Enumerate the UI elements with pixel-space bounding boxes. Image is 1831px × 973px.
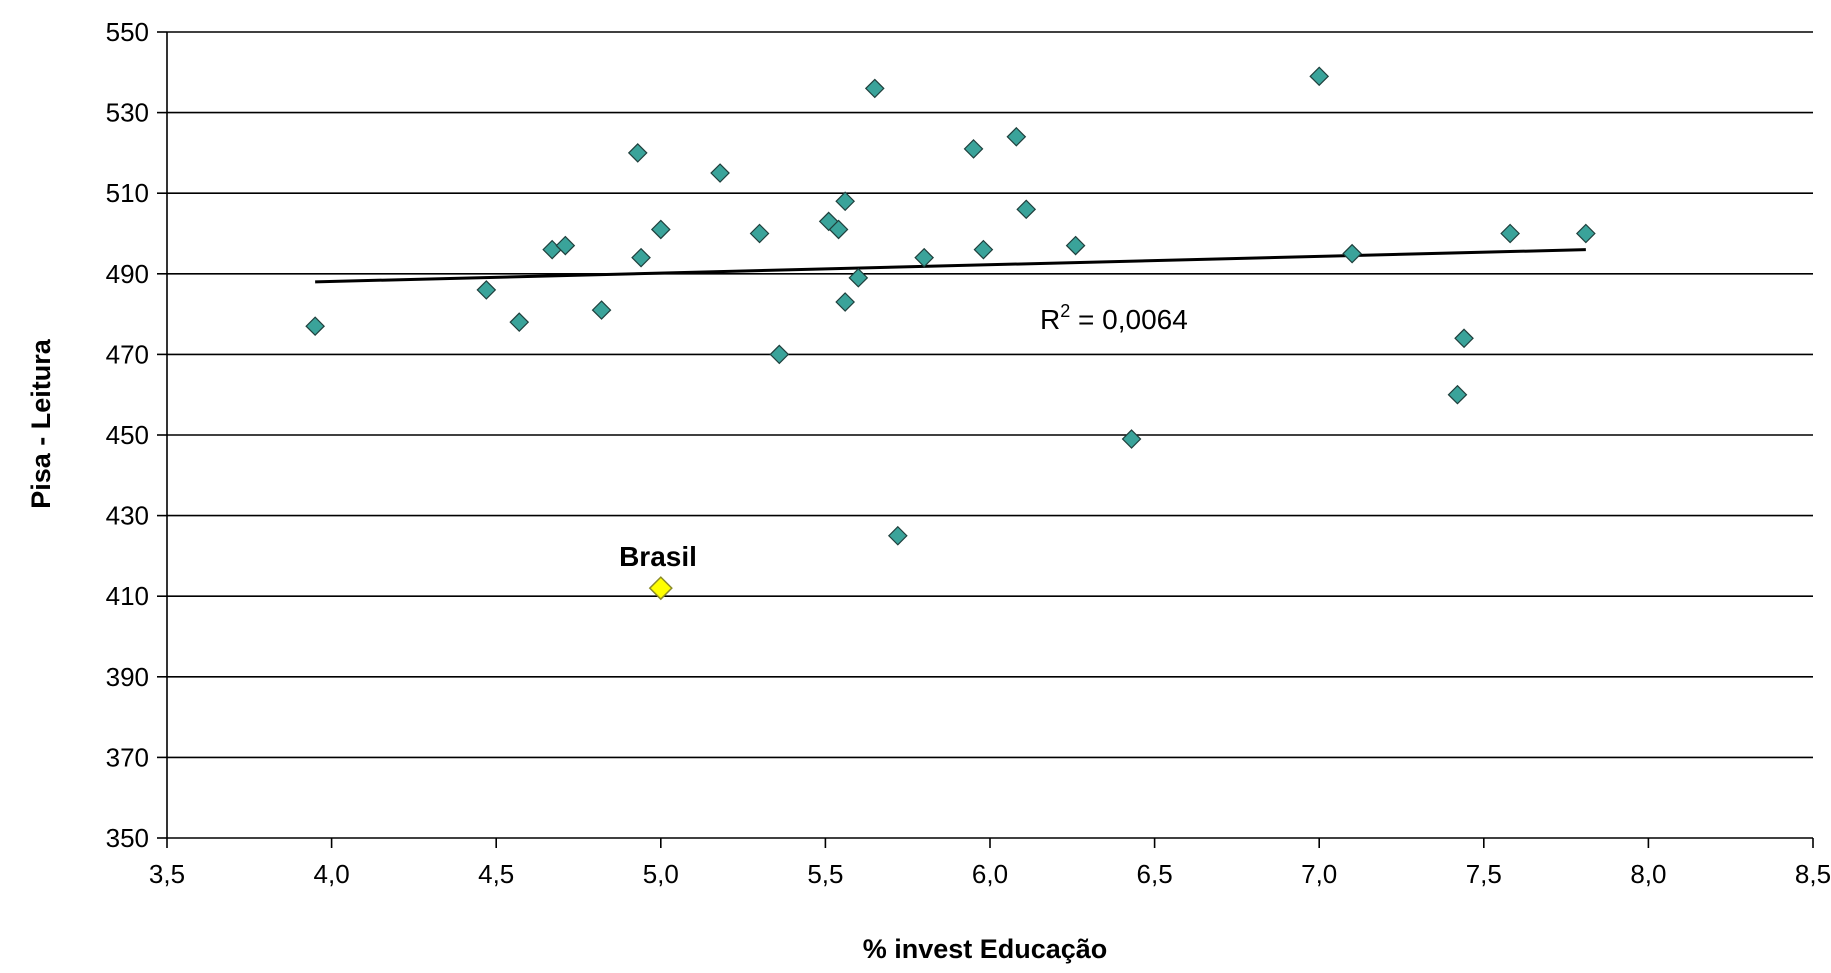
x-tick-label: 4,0: [314, 859, 350, 889]
x-tick-label: 5,5: [807, 859, 843, 889]
r-squared-label: R2 = 0,0064: [1040, 301, 1188, 335]
data-point: [887, 525, 908, 546]
x-tick-label: 6,0: [972, 859, 1008, 889]
data-point: [1447, 384, 1468, 405]
y-tick-label: 510: [106, 178, 149, 208]
data-point: [1016, 199, 1037, 220]
data-point: [835, 191, 856, 212]
x-tick-labels: 3,5 4,0 4,5 5,0 5,5 6,0 6,5 7,0 7,5 8,0 8,5: [149, 859, 1831, 889]
data-point: [1309, 66, 1330, 87]
x-tick-label: 7,5: [1466, 859, 1502, 889]
r-squared-base: R: [1040, 304, 1060, 335]
x-tick-label: 8,0: [1630, 859, 1666, 889]
data-point: [1500, 223, 1520, 244]
highlight-group: [648, 576, 673, 601]
x-axis-title: % invest Educação: [863, 934, 1108, 964]
data-point: [1454, 328, 1474, 349]
y-tick-label: 550: [106, 17, 149, 47]
data-point: [631, 247, 651, 268]
data-point: [476, 280, 497, 300]
x-tick-label: 7,0: [1301, 859, 1337, 889]
axes: [166, 32, 1814, 848]
y-tick-label: 450: [106, 420, 149, 450]
data-point: [914, 247, 935, 268]
trendline: [315, 248, 1586, 284]
brasil-label: Brasil: [619, 541, 697, 572]
data-point: [305, 316, 325, 337]
r-squared-value: = 0,0064: [1070, 304, 1188, 335]
x-tick-label: 5,0: [643, 859, 679, 889]
x-tick-label: 8,5: [1795, 859, 1831, 889]
data-point: [1006, 126, 1027, 147]
data-point: [835, 292, 856, 312]
y-tick-label: 390: [106, 662, 149, 692]
r-squared-superscript: 2: [1060, 301, 1070, 321]
y-tick-label: 490: [106, 259, 149, 289]
x-tick-label: 3,5: [149, 859, 185, 889]
data-point: [749, 223, 770, 244]
x-tick-label: 6,5: [1137, 859, 1173, 889]
trendline-group: [315, 248, 1586, 284]
y-tick-label: 530: [106, 98, 149, 128]
data-point: [963, 139, 984, 159]
y-tick-label: 350: [106, 823, 149, 853]
data-point: [1121, 429, 1142, 449]
data-point: [864, 78, 885, 99]
data-point: [710, 163, 730, 183]
x-tick-label: 4,5: [478, 859, 514, 889]
y-tick-label: 370: [106, 742, 149, 772]
data-point: [650, 219, 671, 240]
data-point: [973, 239, 994, 260]
y-tick-label: 430: [106, 501, 149, 531]
data-point: [1576, 223, 1596, 244]
data-point: [848, 267, 869, 288]
y-tick-labels: 350 370 390 410 430 450 470 490 510 530 550: [106, 17, 149, 853]
data-point: [509, 312, 530, 333]
data-points: [305, 66, 1596, 546]
data-point: [555, 235, 576, 256]
gridlines: [157, 31, 1813, 839]
data-point: [627, 143, 648, 163]
data-point: [1342, 243, 1362, 264]
data-point: [828, 219, 849, 240]
data-point: [1065, 235, 1086, 256]
data-point: [769, 344, 790, 365]
brasil-point: [648, 576, 673, 601]
y-tick-label: 410: [106, 581, 149, 611]
data-point: [591, 300, 612, 320]
y-tick-label: 470: [106, 339, 149, 369]
y-axis-title: Pisa - Leitura: [26, 338, 56, 509]
